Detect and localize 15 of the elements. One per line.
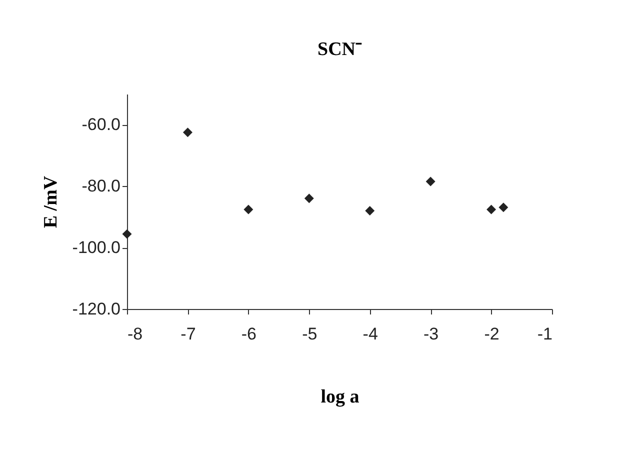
x-tick-label: -8 (128, 324, 143, 344)
y-tick-label: -80.0 (82, 176, 120, 196)
x-axis-title: log a (320, 386, 360, 408)
chart-title: SCN⁻ (317, 39, 362, 60)
x-tick-label: -5 (302, 324, 318, 344)
y-tick-label: -60.0 (82, 115, 120, 134)
x-tick-label: -4 (362, 324, 378, 344)
y-tick-label: -100.0 (72, 238, 120, 258)
x-tick-label: -3 (424, 324, 439, 344)
x-tick-label: -1 (537, 324, 552, 344)
y-tick-label: -120.0 (72, 300, 120, 318)
y-axis-title: E /mV (40, 176, 62, 228)
x-tick-label: -7 (180, 324, 196, 344)
x-tick-label: -6 (241, 324, 256, 344)
x-tick-label: -2 (484, 324, 500, 344)
